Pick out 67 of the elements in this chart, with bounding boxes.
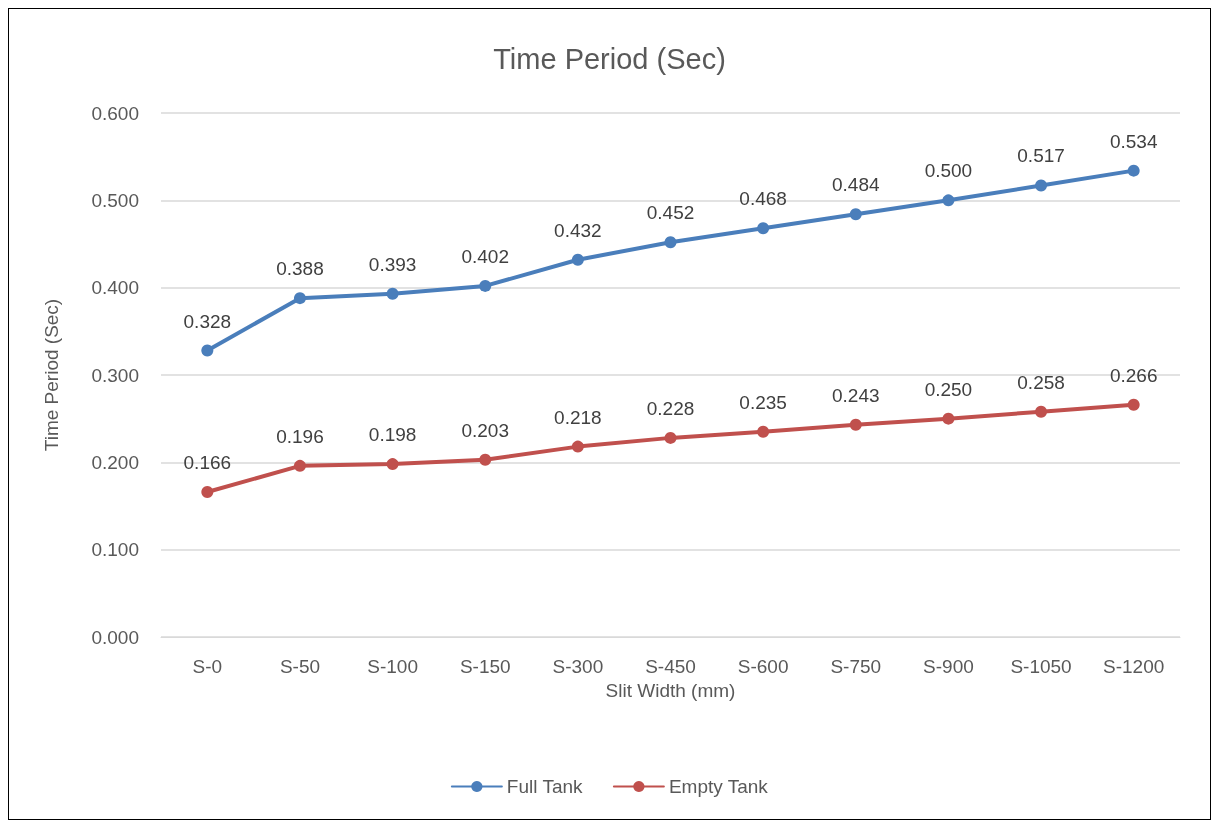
data-label: 0.196 [276,425,324,447]
point [479,453,492,466]
chart-title: Time Period (Sec) [493,42,726,75]
x-tick-label: S-50 [279,656,321,677]
y-tick-label: 0.300 [91,364,139,386]
x-tick-label: S-750 [830,656,882,677]
x-axis-title: Slit Width (mm) [605,679,736,701]
y-tick-label: 0.400 [91,277,139,299]
data-label: 0.517 [1017,145,1065,167]
point [942,194,955,207]
x-tick-label: S-0 [192,656,223,677]
data-label: 0.388 [276,258,324,280]
point [757,222,770,235]
point [942,412,955,425]
point [664,431,677,444]
point [664,236,677,249]
data-label: 0.166 [183,452,232,474]
y-tick-label: 0.200 [91,451,139,473]
legend-label: Full Tank [506,776,584,797]
x-tick-label: S-300 [552,656,604,677]
data-label: 0.198 [368,424,417,446]
data-label: 0.228 [646,397,695,419]
point [849,418,862,431]
data-label: 0.468 [739,188,787,210]
point [1127,398,1140,411]
data-label: 0.432 [554,219,602,241]
x-tick-label: S-600 [737,656,789,677]
x-tick-label: S-150 [459,656,511,677]
data-label: 0.250 [924,378,973,400]
x-tick-label: S-1200 [1103,656,1165,677]
data-label: 0.534 [1109,130,1158,152]
y-tick-label: 0.100 [91,539,139,561]
point [849,208,862,221]
x-tick-label: S-900 [923,656,974,677]
data-label: 0.218 [554,406,602,428]
y-tick-label: 0.500 [91,189,139,211]
point [1127,164,1140,177]
data-label: 0.328 [183,310,232,332]
point [757,425,770,438]
point [201,486,214,499]
data-label: 0.452 [646,202,695,224]
legend-label: Empty Tank [668,776,769,797]
point [1035,405,1048,418]
point [386,458,399,471]
point [386,287,399,300]
data-label: 0.266 [1109,364,1158,386]
point [201,344,214,357]
data-label: 0.243 [832,384,880,406]
y-tick-label: 0.600 [91,102,139,124]
data-label: 0.484 [832,174,880,196]
point [571,253,584,266]
x-tick-label: S-1050 [1010,656,1072,677]
data-label: 0.258 [1017,371,1065,393]
x-tick-label: S-450 [645,656,696,677]
data-label: 0.393 [368,253,417,275]
data-label: 0.500 [924,160,973,182]
data-label: 0.402 [461,245,509,267]
data-label: 0.235 [739,391,787,413]
point [479,279,492,292]
y-tick-label: 0.000 [91,626,139,648]
point [293,459,306,472]
data-label: 0.203 [461,419,509,441]
y-axis-title: Time Period (Sec) [41,298,62,452]
point [293,292,306,305]
x-tick-label: S-100 [367,656,418,677]
point [1035,179,1048,192]
point [571,440,584,453]
